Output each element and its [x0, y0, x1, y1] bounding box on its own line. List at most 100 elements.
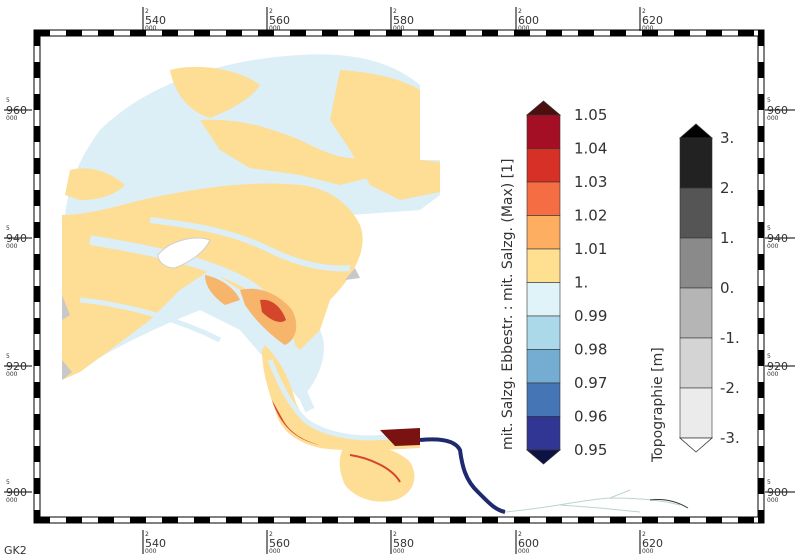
colorbar-segment	[526, 416, 561, 451]
colorbar-segment	[526, 148, 561, 183]
x-tick-suffix: 000	[269, 25, 281, 32]
colorbar-segment	[679, 187, 713, 239]
frame-segment	[98, 517, 114, 523]
y-tick-label: 900	[6, 486, 27, 499]
colorbar-segment	[679, 337, 713, 389]
x-tick-label: 620	[642, 14, 663, 27]
colorbar-under-arrow	[678, 437, 714, 453]
hotspot-core	[260, 299, 286, 323]
x-tick-prefix: 2	[642, 531, 646, 538]
tributary-lines	[504, 489, 681, 513]
topography-colorbar: 3. 2. 1. 0. -1. -2. -3.	[678, 123, 740, 453]
y-tick-label: 960	[6, 104, 27, 117]
estuary-dark-margin	[380, 428, 420, 446]
x-tick-label: 620	[642, 537, 663, 550]
x-tick-prefix: 2	[145, 8, 149, 15]
colorbar-segment	[679, 137, 713, 189]
colorbar-tick-label: 1.03	[574, 173, 607, 191]
upstream-river	[419, 437, 506, 514]
frame-segment	[758, 510, 764, 523]
estuary-lower	[262, 345, 420, 451]
frame-segment	[758, 414, 764, 430]
projection-label: GK2	[4, 544, 27, 557]
x-tick-prefix: 2	[269, 531, 273, 538]
colorbar-segment	[526, 282, 561, 317]
frame-segment	[758, 286, 764, 302]
topography-colorbar-title: Topographie [m]	[650, 347, 666, 463]
frame-segment	[34, 414, 40, 430]
x-tick-prefix: 2	[642, 8, 646, 15]
colorbar-tick-label: 0.99	[574, 307, 607, 325]
x-tick-label: 580	[393, 537, 414, 550]
x-tick-label: 560	[269, 537, 290, 550]
x-tick-label: 580	[393, 14, 414, 27]
frame-segment	[386, 517, 402, 523]
frame-segment	[758, 94, 764, 110]
colorbar-over-arrow	[678, 123, 714, 139]
frame-segment	[226, 30, 242, 36]
x-tick-suffix: 000	[145, 25, 157, 32]
y-tick-prefix: 5	[6, 353, 10, 360]
y-tick-prefix: 5	[6, 225, 10, 232]
sandbank-center	[200, 119, 380, 185]
tributary-dark	[649, 499, 689, 509]
x-tick-label: 560	[269, 14, 290, 27]
colorbar-tick-label: 0.96	[574, 408, 607, 426]
side-channel	[79, 297, 222, 343]
frame-segment	[226, 517, 242, 523]
colorbar-tick-label: 0.95	[574, 441, 607, 459]
sandbank-east	[330, 70, 440, 200]
sandbank-west	[65, 168, 125, 200]
y-tick-suffix: 000	[6, 497, 18, 504]
frame-segment	[514, 30, 530, 36]
frame-segment	[482, 30, 498, 36]
frame-segment	[514, 517, 530, 523]
colorbar-segment	[679, 237, 713, 289]
y-tick-prefix: 5	[767, 225, 771, 232]
frame-segment	[610, 517, 626, 523]
frame-segment	[706, 517, 722, 523]
frame-segment	[578, 30, 594, 36]
colorbar-segment	[679, 387, 713, 439]
colorbar-tick-label: 0.98	[574, 341, 607, 359]
x-tick-suffix: 000	[642, 25, 654, 32]
colorbar-tick-label: -3.	[720, 429, 740, 447]
frame-segment	[418, 30, 434, 36]
estuary-map	[62, 54, 689, 514]
frame-segment	[34, 517, 50, 523]
colorbar-tick-label: -2.	[720, 379, 740, 397]
y-tick-suffix: 000	[6, 243, 18, 250]
x-tick-prefix: 2	[518, 531, 522, 538]
frame-segment	[34, 446, 40, 462]
frame-segment	[450, 517, 466, 523]
frame-segment	[546, 517, 562, 523]
colorbar-over-arrow	[525, 100, 562, 116]
colorbar-segment	[679, 287, 713, 339]
frame-segment	[34, 158, 40, 174]
frame-segment	[34, 94, 40, 110]
frame-segment	[34, 350, 40, 366]
frame-segment	[758, 62, 764, 78]
colorbar-segment	[526, 248, 561, 283]
x-tick-prefix: 2	[393, 8, 397, 15]
frame-segment	[194, 517, 210, 523]
frame-segment	[34, 222, 40, 238]
salinity-colorbar-title: mit. Salzg. Ebbestr. : mit. Salzg. (Max)…	[500, 158, 516, 450]
frame-segment	[706, 30, 722, 36]
colorbar-segment	[526, 181, 561, 216]
frame-segment	[66, 30, 82, 36]
frame-segment	[758, 350, 764, 366]
frame-segment	[34, 62, 40, 78]
frame-segment	[674, 517, 690, 523]
frame-segment	[258, 517, 274, 523]
hotspot-area-2	[205, 275, 240, 305]
frame-segment	[34, 510, 40, 523]
coordinate-labels: 2540000254000025600002560000258000025800…	[4, 7, 795, 555]
y-tick-suffix: 000	[767, 371, 779, 378]
x-tick-prefix: 2	[518, 8, 522, 15]
frame-segment	[290, 30, 306, 36]
frame-segment	[34, 190, 40, 206]
frame-segment	[482, 517, 498, 523]
frame-segment	[386, 30, 402, 36]
